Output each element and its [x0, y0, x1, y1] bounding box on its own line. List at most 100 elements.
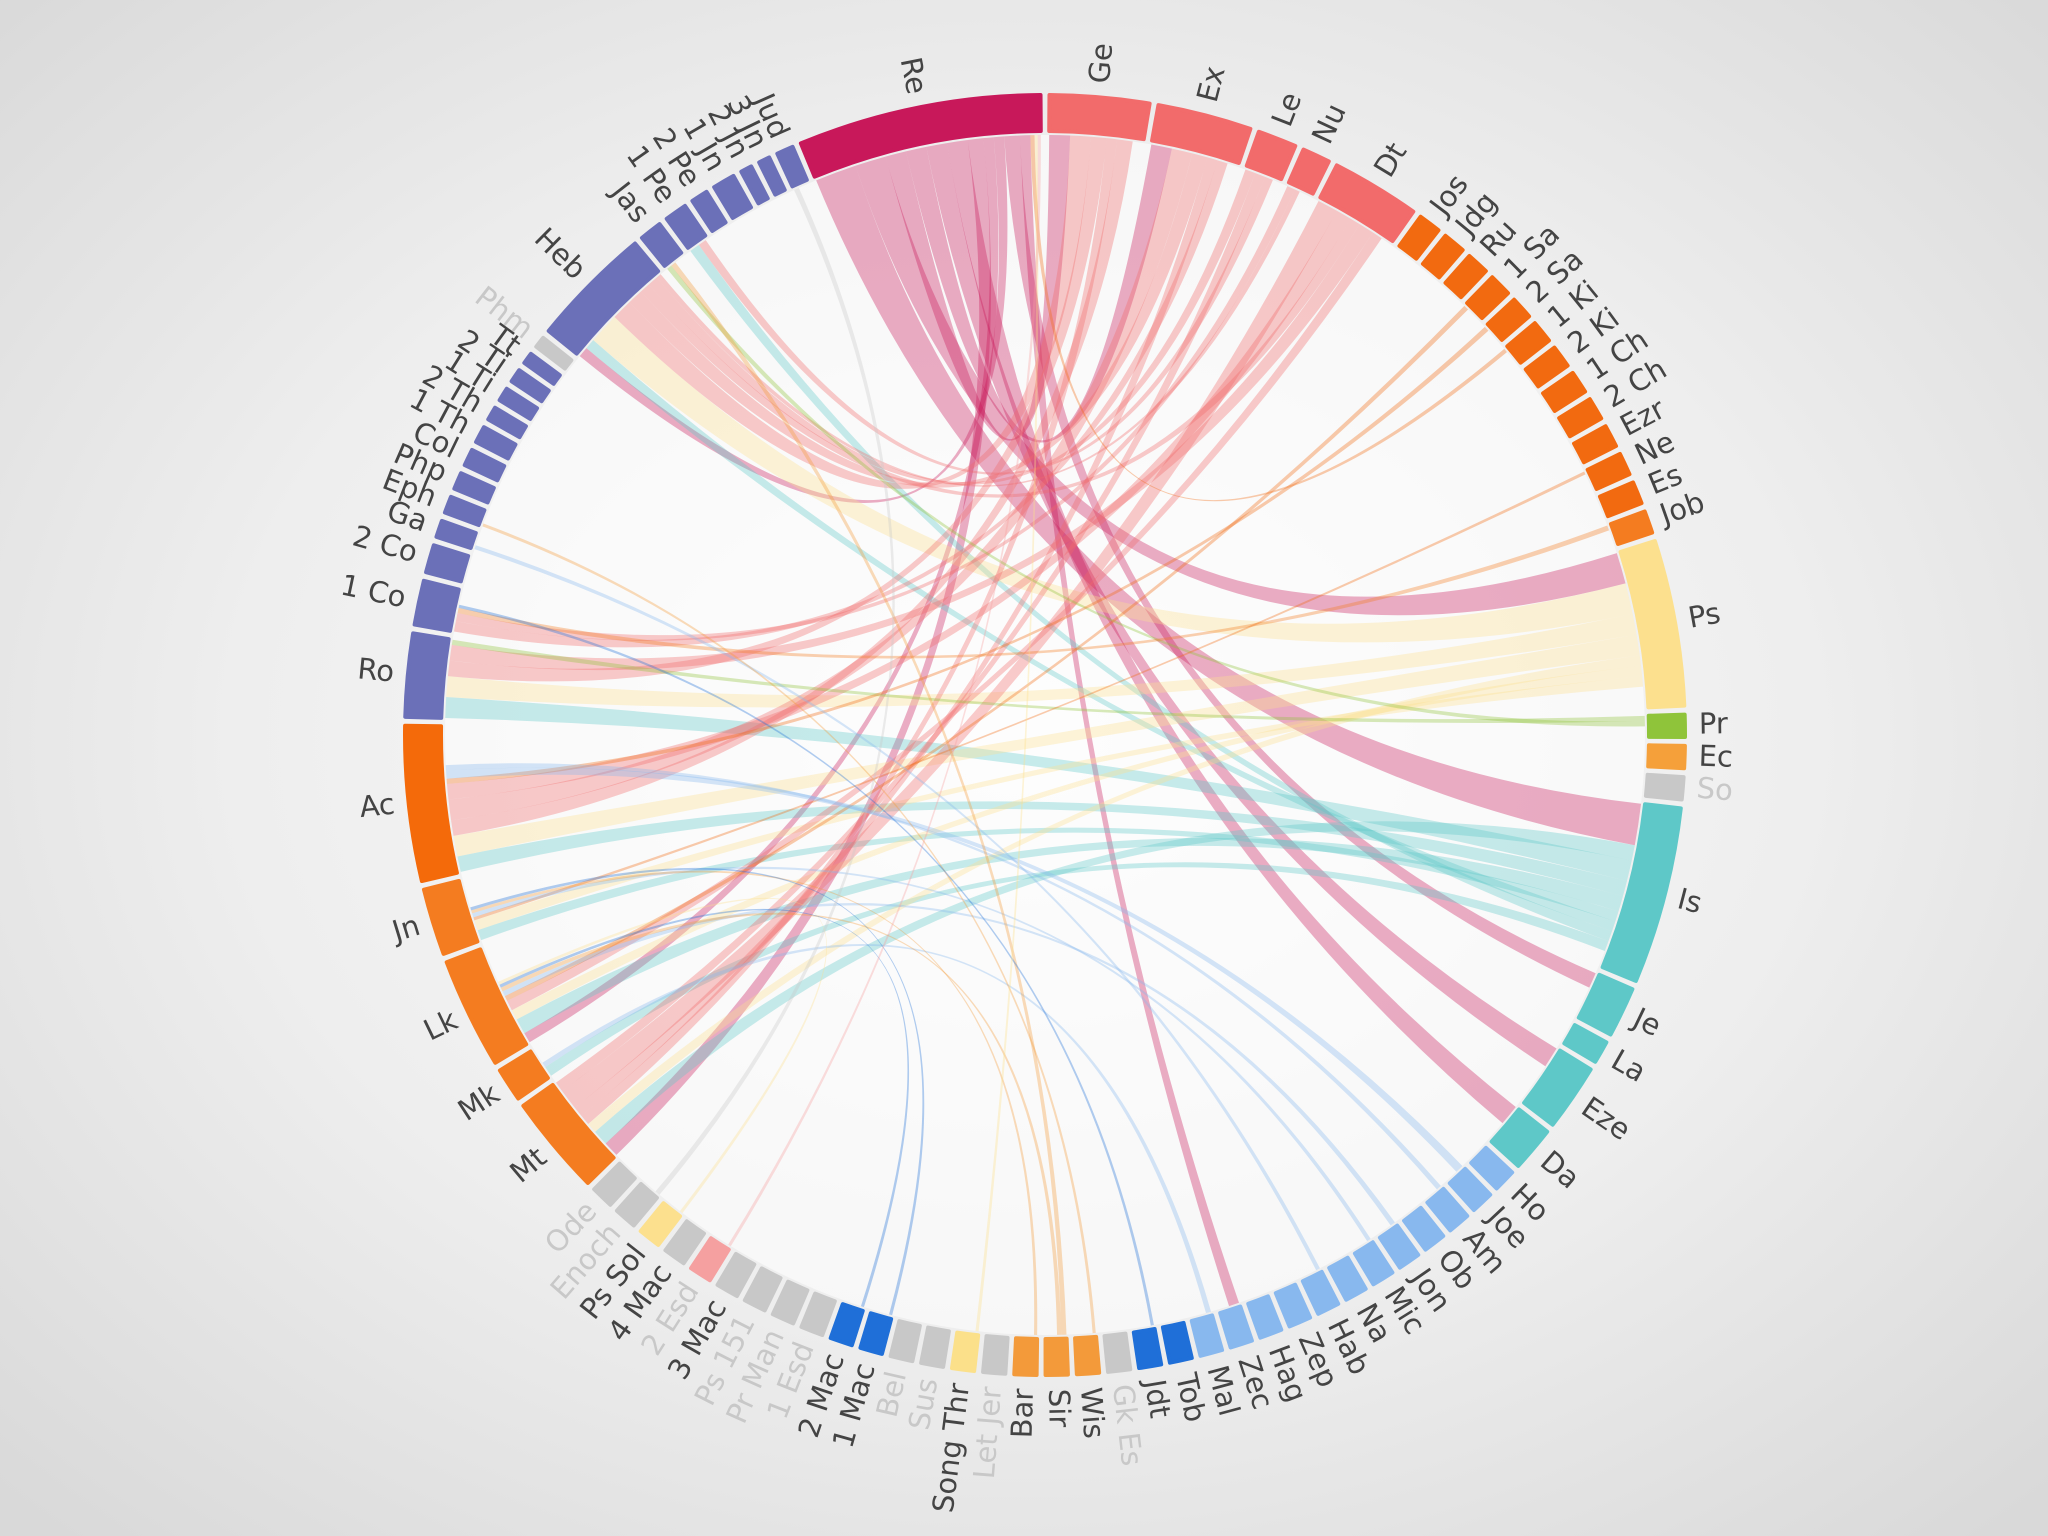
chord-ribbon [446, 614, 1637, 708]
book-arc [1443, 253, 1488, 300]
book-arc [664, 203, 708, 250]
book-arc [1562, 1023, 1609, 1064]
book-arc [474, 425, 518, 461]
book-arc [1522, 1048, 1593, 1127]
book-arc [1377, 1223, 1421, 1270]
book-arc [888, 1319, 922, 1364]
book-arc [798, 93, 1043, 179]
book-arc [1523, 345, 1570, 389]
book-arc [1397, 214, 1441, 261]
chord-ribbon [453, 634, 1640, 857]
book-arc [546, 241, 661, 356]
book-arc [412, 578, 461, 633]
chord-ribbon [1004, 135, 1596, 988]
book-arc [534, 335, 574, 371]
book-arc [1012, 1336, 1040, 1377]
book-arc [497, 1049, 550, 1101]
book-arc [1246, 1294, 1284, 1340]
chord-ribbon [614, 135, 1092, 489]
chord-ribbon [477, 827, 1619, 941]
book-arc [1043, 1336, 1070, 1377]
book-arc [1273, 1282, 1313, 1329]
book-arc [1244, 129, 1298, 182]
book-arc [712, 173, 754, 220]
book-arc [1300, 1269, 1341, 1316]
book-arc [442, 494, 487, 528]
book-label: Ac [358, 787, 397, 825]
book-arc [1489, 1107, 1550, 1168]
book-label: Ps [1685, 596, 1723, 635]
book-arc [403, 723, 459, 884]
book-arc [614, 1181, 659, 1228]
book-arc [1608, 509, 1655, 546]
book-arc [1541, 370, 1588, 413]
book-arc [1150, 103, 1253, 165]
book-arc [1447, 1166, 1493, 1213]
book-arc [663, 1219, 706, 1266]
book-arc [742, 1266, 783, 1313]
book-arc [1557, 397, 1604, 439]
book-arc [1646, 743, 1687, 771]
book-arc [757, 155, 787, 197]
book-arc [1131, 1326, 1164, 1371]
book-arc [739, 164, 770, 206]
book-arc [1600, 802, 1683, 983]
book-arc [462, 447, 507, 483]
book-arc [828, 1302, 865, 1348]
chord-ribbon [975, 135, 1039, 1332]
chord-ribbon [640, 218, 1360, 498]
book-arc [1286, 147, 1331, 196]
book-arc [434, 518, 478, 550]
book-arc [1485, 297, 1532, 342]
book-arc [638, 1201, 683, 1247]
book-label: Pr [1699, 706, 1728, 740]
book-label: Wis [1074, 1386, 1111, 1439]
book-label: Ge [1082, 42, 1119, 85]
book-arc [1618, 539, 1687, 710]
book-arc [1073, 1334, 1102, 1377]
book-arc [1643, 772, 1686, 802]
chord-ribbon [595, 821, 1635, 1144]
book-arc [1352, 1240, 1395, 1287]
book-arc [421, 878, 480, 956]
inner-disc [445, 135, 1645, 1335]
chord-ribbon [905, 144, 1172, 443]
book-arc [522, 351, 562, 386]
book-arc [521, 1082, 616, 1185]
book-arc [592, 1161, 637, 1207]
book-arc [1047, 93, 1152, 142]
book-arc [1585, 451, 1632, 491]
book-arc [1646, 712, 1688, 739]
book-arc [770, 1279, 810, 1326]
book-arc [452, 471, 496, 505]
book-label: Jdt [1137, 1375, 1177, 1420]
book-label: Bar [1005, 1388, 1041, 1439]
chord-ribbon [449, 224, 1373, 671]
book-arc [1318, 163, 1416, 244]
book-arc [1189, 1313, 1225, 1358]
book-arc [919, 1325, 951, 1369]
chord-ribbon [593, 317, 1633, 643]
book-arc [1327, 1255, 1368, 1302]
book-arc [1572, 424, 1619, 465]
book-arc [403, 631, 451, 720]
chord-ribbon [457, 801, 1627, 897]
chord-ribbon [445, 697, 1632, 882]
book-label: Sir [1042, 1389, 1077, 1428]
book-arc [775, 144, 809, 189]
book-label: Ec [1698, 739, 1733, 774]
book-arc [1402, 1205, 1446, 1252]
book-arc [1465, 275, 1511, 321]
book-arc [1505, 321, 1551, 365]
book-arc [1576, 972, 1635, 1037]
book-label: Ro [356, 651, 396, 688]
book-arc [690, 189, 728, 233]
chord-ribbon [885, 135, 1071, 441]
book-arc [1218, 1304, 1254, 1350]
book-arc [444, 947, 529, 1065]
book-arc [1597, 480, 1644, 519]
book-label: Re [894, 54, 935, 97]
book-arc [1420, 233, 1465, 280]
book-arc [497, 386, 540, 421]
